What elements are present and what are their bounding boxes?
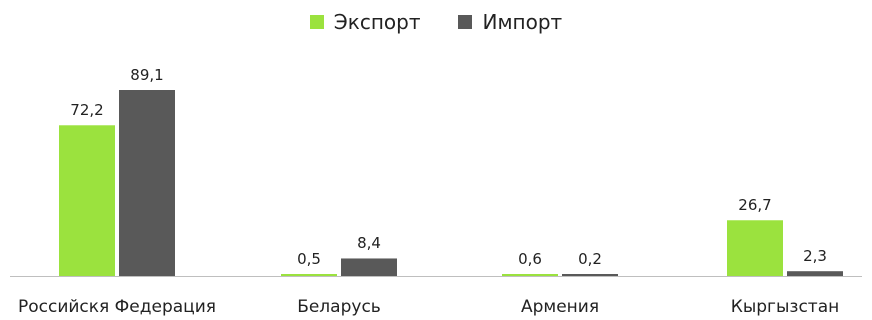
bar-import-1 [341, 258, 397, 276]
data-label-export-2: 0,6 [518, 250, 542, 268]
data-label-export-0: 72,2 [70, 101, 104, 120]
data-label-export-3: 26,7 [738, 196, 772, 215]
legend: Экспорт Импорт [0, 10, 872, 34]
data-label-export-1: 0,5 [297, 250, 321, 268]
legend-label-import: Импорт [482, 10, 563, 34]
category-label-3: Кыргызстан [730, 297, 840, 317]
bar-export-3 [727, 220, 783, 276]
legend-swatch-import [458, 15, 473, 29]
bar-import-0 [119, 90, 175, 276]
legend-swatch-export [309, 15, 324, 29]
bar-export-2 [502, 274, 558, 276]
category-label-2: Армения [520, 297, 600, 317]
category-label-0: Российскя Федерация [17, 297, 217, 317]
legend-item-import: Импорт [458, 10, 562, 34]
bar-import-3 [787, 271, 843, 276]
data-label-import-2: 0,2 [578, 250, 602, 268]
legend-item-export: Экспорт [309, 10, 421, 34]
bar-export-1 [281, 274, 337, 276]
bar-import-2 [562, 274, 618, 276]
legend-label-export: Экспорт [333, 10, 421, 34]
data-label-import-3: 2,3 [803, 247, 827, 266]
bar-export-0 [59, 125, 115, 276]
data-label-import-1: 8,4 [357, 234, 381, 253]
data-label-import-0: 89,1 [130, 66, 164, 84]
category-label-1: Беларусь [297, 297, 381, 317]
